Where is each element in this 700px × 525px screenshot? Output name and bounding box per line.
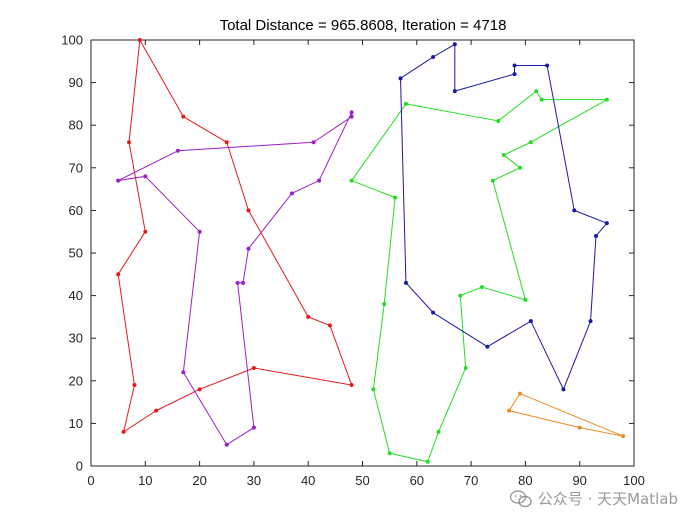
route-2-city-point — [241, 280, 246, 285]
route-1-city-point — [121, 429, 126, 434]
route-4-city-point — [485, 344, 490, 349]
chart-title: Total Distance = 965.8608, Iteration = 4… — [220, 17, 507, 34]
y-tick-label: 10 — [69, 416, 83, 431]
route-1-city-point — [349, 383, 354, 388]
route-2-city-point — [289, 191, 294, 196]
route-1-city-point — [197, 387, 202, 392]
route-3-city-point — [382, 302, 387, 307]
y-tick-label: 20 — [69, 373, 83, 388]
route-4-city-point — [512, 63, 517, 68]
route-3-city-point — [436, 429, 441, 434]
route-2-city-point — [349, 114, 354, 119]
y-tick-label: 30 — [69, 331, 83, 346]
route-5-city-point — [507, 408, 512, 413]
route-3-city-point — [534, 89, 539, 94]
x-tick-label: 100 — [623, 473, 645, 488]
route-4-city-point — [604, 221, 609, 226]
y-tick-label: 50 — [69, 246, 83, 261]
route-3-city-point — [490, 178, 495, 183]
route-4-city-point — [452, 89, 457, 94]
route-4-city-point — [528, 319, 533, 324]
y-tick-label: 0 — [76, 459, 83, 474]
route-3-city-point — [371, 387, 376, 392]
route-4-city-point — [593, 233, 598, 238]
y-tick-label: 40 — [69, 288, 83, 303]
route-2-city-point — [251, 425, 256, 430]
route-line-1 — [117, 39, 353, 433]
route-4-city-point — [561, 387, 566, 392]
plot-area: 0 10 20 30 40 50 60 70 80 90 100 0 10 20 30 40 50 60 70 80 9… — [61, 33, 645, 489]
route-2-city-point — [116, 178, 121, 183]
route-2-city-point — [175, 148, 180, 153]
x-tick-label: 60 — [410, 473, 424, 488]
route-3-city-point — [496, 118, 501, 123]
x-tick-label: 10 — [138, 473, 152, 488]
route-1-city-point — [143, 229, 148, 234]
route-1-city-point — [251, 366, 256, 371]
route-3-city-point — [479, 285, 484, 290]
route-2-city-point — [224, 442, 229, 447]
route-4-city-point — [588, 319, 593, 324]
x-tick-label: 30 — [247, 473, 261, 488]
route-3-city-point — [501, 153, 506, 158]
x-tick-label: 80 — [518, 473, 532, 488]
y-tick-label: 90 — [69, 75, 83, 90]
route-3-city-point — [349, 178, 354, 183]
y-tick-label: 80 — [69, 118, 83, 133]
x-tick-label: 40 — [301, 473, 315, 488]
route-1-city-point — [132, 383, 137, 388]
x-tick-label: 90 — [572, 473, 586, 488]
route-4-city-point — [403, 280, 408, 285]
route-4-city-point — [512, 72, 517, 77]
route-4-city-point — [572, 208, 577, 213]
route-1-city-point — [224, 140, 229, 145]
route-1-city-point — [137, 38, 142, 42]
x-tick-label: 50 — [355, 473, 369, 488]
route-2-city-point — [317, 178, 322, 183]
route-2-city-point — [197, 229, 202, 234]
route-2-city-point — [246, 246, 251, 251]
x-tick-label: 0 — [87, 473, 94, 488]
route-3-city-point — [393, 195, 398, 200]
route-4-city-point — [398, 76, 403, 81]
route-4-city-point — [431, 310, 436, 315]
route-3-city-point — [387, 451, 392, 456]
route-3-city-point — [539, 97, 544, 102]
route-2-city-point — [181, 370, 186, 375]
route-1-city-point — [116, 272, 121, 277]
route-3-city-point — [523, 297, 528, 302]
route-1-city-point — [181, 114, 186, 119]
route-5-city-point — [577, 425, 582, 430]
route-3-city-point — [458, 293, 463, 298]
y-tick-label: 70 — [69, 160, 83, 175]
route-3-city-point — [604, 97, 609, 102]
x-tick-label: 20 — [192, 473, 206, 488]
route-3-city-point — [528, 140, 533, 145]
route-3-city-point — [403, 101, 408, 106]
route-3-city-point — [517, 165, 522, 170]
axes-box — [90, 39, 635, 467]
route-3-city-point — [463, 366, 468, 371]
y-tick-label: 60 — [69, 203, 83, 218]
route-5-city-point — [621, 434, 626, 439]
route-2-city-point — [311, 140, 316, 145]
route-1-city-point — [327, 323, 332, 328]
route-4-city-point — [452, 42, 457, 47]
route-5-city-point — [517, 391, 522, 396]
x-tick-label: 70 — [464, 473, 478, 488]
route-2-city-point — [235, 280, 240, 285]
route-4-city-point — [545, 63, 550, 68]
route-1-city-point — [154, 408, 159, 413]
route-1-city-point — [127, 140, 132, 145]
y-tick-label: 100 — [61, 33, 83, 48]
route-line-2 — [117, 111, 353, 446]
route-1-city-point — [306, 314, 311, 319]
route-4-city-point — [431, 55, 436, 60]
route-2-city-point — [143, 174, 148, 179]
route-3-city-point — [425, 459, 430, 464]
route-1-city-point — [246, 208, 251, 213]
route-2-city-point — [349, 110, 354, 115]
